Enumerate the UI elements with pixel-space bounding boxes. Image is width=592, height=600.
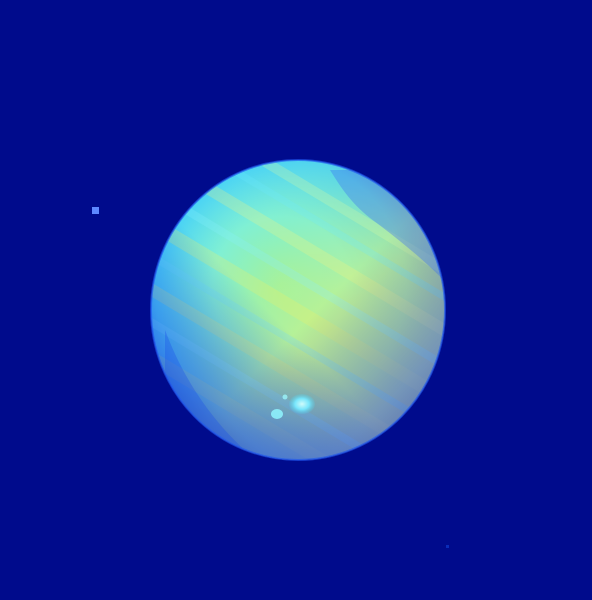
planet-limb: [150, 159, 446, 461]
planet-surface-details: [151, 160, 445, 460]
distant-moon-left: [92, 207, 99, 214]
faint-speck-bottom: [446, 545, 449, 548]
small-bright-spot: [271, 409, 283, 419]
tiny-bright-spot: [282, 394, 288, 400]
large-bright-spot: [289, 394, 315, 414]
planet-disk: [150, 159, 446, 461]
